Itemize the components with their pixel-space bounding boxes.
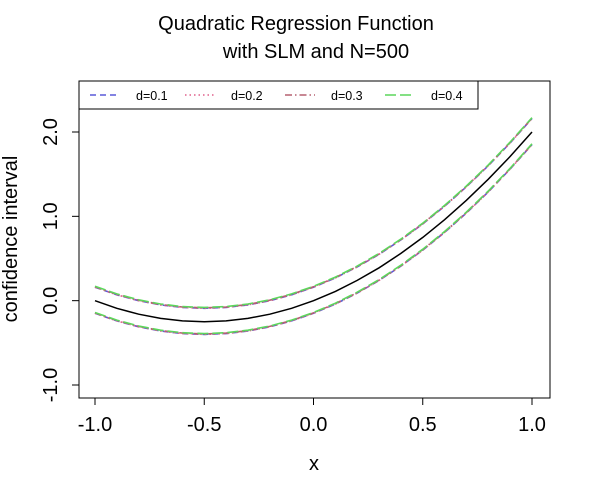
legend-box (78, 80, 479, 110)
x-axis: -1.0 -0.5 0.0 0.5 1.0 (78, 397, 546, 436)
series-d01-lower-line (94, 144, 533, 336)
legend-label: d=0.1 (136, 89, 168, 103)
legend-label: d=0.2 (231, 89, 263, 103)
x-axis-label: x (309, 453, 319, 475)
series-d04-upper-line (94, 117, 533, 309)
plot-frame (78, 80, 551, 399)
legend: d=0.1 d=0.2 d=0.3 d=0.4 (78, 80, 479, 110)
x-tick-label: 0.0 (300, 414, 328, 436)
y-tick-label: 1.0 (40, 202, 62, 230)
y-tick-label: -1.0 (40, 368, 62, 402)
y-axis: -1.0 0.0 1.0 2.0 (40, 118, 80, 402)
y-tick-label: 0.0 (40, 287, 62, 315)
x-tick-label: -1.0 (78, 414, 112, 436)
series-d02-lower-line (94, 144, 533, 336)
plot-lines (94, 117, 533, 336)
x-tick-label: 0.5 (409, 414, 437, 436)
chart-title: Quadratic Regression Function (158, 13, 434, 35)
y-axis-label: confidence interval (0, 156, 22, 323)
legend-label: d=0.3 (331, 89, 363, 103)
x-tick-label: -0.5 (187, 414, 221, 436)
chart-subtitle: with SLM and N=500 (222, 41, 409, 63)
series-d04-lower-line (94, 143, 533, 335)
true-function-line (94, 131, 533, 323)
x-tick-label: 1.0 (518, 414, 546, 436)
legend-label: d=0.4 (431, 89, 463, 103)
y-tick-label: 2.0 (40, 118, 62, 146)
